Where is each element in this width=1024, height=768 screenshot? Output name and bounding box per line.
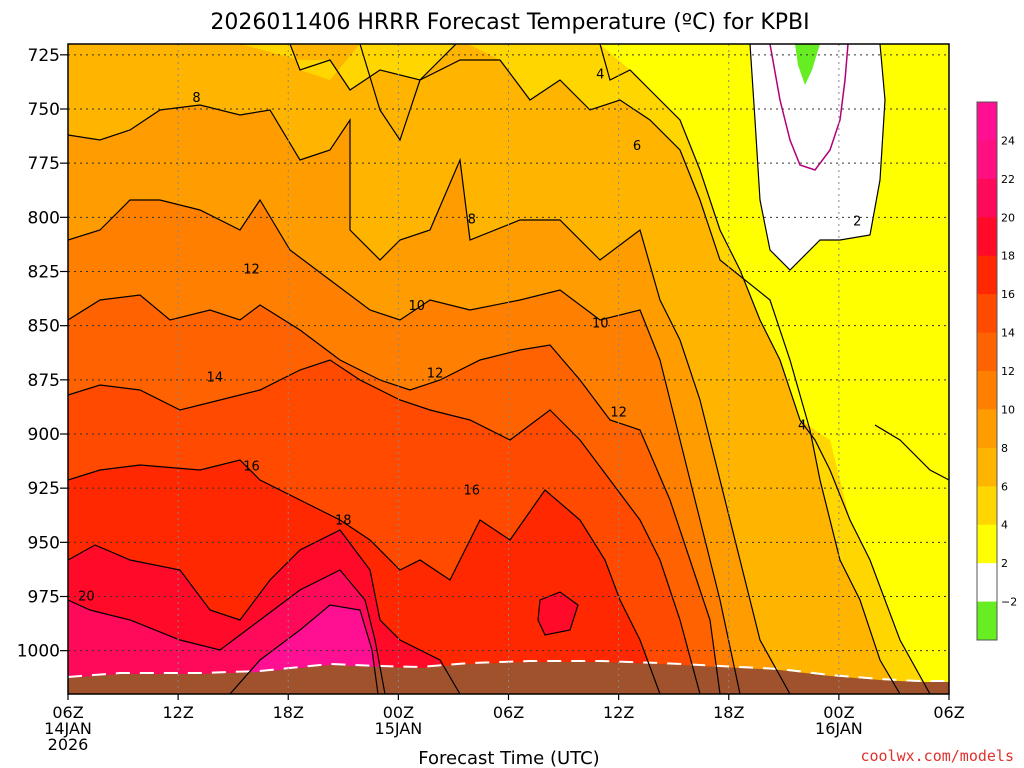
legend-tick-label: 18: [1001, 250, 1015, 263]
vertical-gridlines: [177, 44, 840, 694]
x-tick-label: 14JAN: [44, 719, 92, 738]
legend-swatch: [977, 102, 997, 141]
credit-text: coolwx.com/models: [860, 747, 1014, 765]
contour-10: [68, 198, 741, 694]
contour-12: [68, 294, 721, 694]
contour-label: 4: [596, 67, 604, 82]
legend-swatch: [977, 409, 997, 449]
contour-18: [68, 529, 461, 694]
contour-6: [240, 44, 901, 694]
x-tick-label: 12Z: [162, 703, 193, 722]
legend-swatch: [977, 486, 997, 526]
plot-area: 8 4 6 8 2 12 10 10 12 14 12 4 16 18 16 20: [67, 43, 950, 695]
contour-20: [68, 569, 386, 694]
ground-edge: [68, 660, 949, 682]
x-tick-label: 06Z: [493, 703, 524, 722]
contour-labels: 8 4 6 8 2 12 10 10 12 14 12 4 16 18 16 20: [78, 67, 861, 604]
y-tick-label: 750: [28, 100, 60, 120]
contour-14: [68, 359, 701, 694]
contour-label: 16: [464, 483, 481, 498]
contour-label: 12: [243, 262, 260, 277]
legend-tick-label: 24: [1001, 134, 1015, 147]
x-tick-label: 18Z: [273, 703, 304, 722]
y-tick-label: 875: [28, 371, 60, 391]
y-tick-label: 925: [28, 479, 60, 499]
legend-swatch: [977, 332, 997, 372]
legend-tick-label: 10: [1001, 403, 1015, 416]
x-tick-label: 00Z: [383, 703, 414, 722]
x-tick-label: 12Z: [603, 703, 634, 722]
contour-label: 18: [335, 514, 352, 529]
legend-swatch: [977, 178, 997, 218]
y-tick-label: 775: [28, 154, 60, 174]
legend-tick-label: 6: [1001, 480, 1008, 493]
x-tick-label: 2026: [48, 735, 89, 754]
contour-16: [68, 459, 661, 694]
legend-swatch: [977, 371, 997, 410]
x-tick-label: 18Z: [713, 703, 744, 722]
legend-swatch: [977, 255, 997, 295]
legend-swatch: [977, 294, 997, 334]
legend-swatch: [977, 524, 997, 564]
y-tick-label: 850: [28, 317, 60, 337]
legend-tick-label: 12: [1001, 365, 1015, 378]
contour-label: 16: [243, 460, 260, 475]
x-tick-label: 06Z: [52, 703, 83, 722]
y-tick-label: 800: [28, 208, 60, 228]
y-tick-label: 725: [28, 46, 60, 66]
contour-22: [229, 604, 379, 694]
band-18-20-patch: [538, 592, 578, 635]
legend-swatch: [977, 601, 997, 641]
legend-tick-label: 22: [1001, 173, 1015, 186]
contour-label: 10: [592, 317, 609, 332]
contour-label: 8: [192, 91, 200, 106]
legend-tick-label: 14: [1001, 327, 1015, 340]
x-axis-label: Forecast Time (UTC): [418, 748, 599, 768]
legend-tick-label: 2: [1001, 557, 1008, 570]
x-tick-label: 16JAN: [815, 719, 863, 738]
contour-lines: [68, 44, 949, 694]
contour-4b: [599, 44, 931, 694]
legend-frame: [976, 101, 998, 641]
contour-label: 2: [853, 215, 861, 230]
chart-title: 2026011406 HRRR Forecast Temperature (ºC…: [210, 10, 809, 35]
contour-4-east: [874, 424, 949, 481]
y-tick-label: 1000: [17, 642, 60, 662]
contour-2: [749, 44, 886, 271]
temperature-fill: 8 4 6 8 2 12 10 10 12 14 12 4 16 18 16 20: [68, 44, 949, 694]
band-below-minus2: [795, 44, 820, 85]
contour-label: 12: [610, 405, 627, 420]
contour-0: [769, 44, 849, 171]
contour-label: 20: [78, 590, 95, 605]
x-tick-label: 00Z: [823, 703, 854, 722]
legend-tick-label: 4: [1001, 519, 1008, 532]
contour-18-patch: [537, 591, 579, 636]
contour-label: 8: [468, 213, 476, 228]
legend-tick-label: 8: [1001, 442, 1008, 455]
band-cold: [750, 44, 885, 270]
contour-label: 10: [408, 299, 425, 314]
x-tick-label: 06Z: [933, 703, 964, 722]
contour-4: [359, 44, 457, 142]
y-tick-label: 950: [28, 533, 60, 553]
y-tick-label: 825: [28, 263, 60, 283]
x-tick-label: 15JAN: [375, 719, 423, 738]
legend-tick-label: 16: [1001, 288, 1015, 301]
contour-label: 6: [633, 139, 641, 154]
legend-swatch: [977, 563, 997, 603]
legend-tick-label: 20: [1001, 211, 1015, 224]
legend-tick-label: −2: [1001, 596, 1017, 609]
y-axis: 725 750 775 800 825 850 875 900 925 950 975 1000: [17, 46, 68, 662]
y-tick-label: 975: [28, 588, 60, 608]
legend-swatch: [977, 140, 997, 180]
legend-swatch: [977, 447, 997, 487]
y-tick-label: 900: [28, 425, 60, 445]
contour-label: 4: [798, 418, 806, 433]
legend-swatch: [977, 217, 997, 257]
contour-label: 12: [427, 366, 444, 381]
contour-label: 14: [207, 371, 224, 386]
